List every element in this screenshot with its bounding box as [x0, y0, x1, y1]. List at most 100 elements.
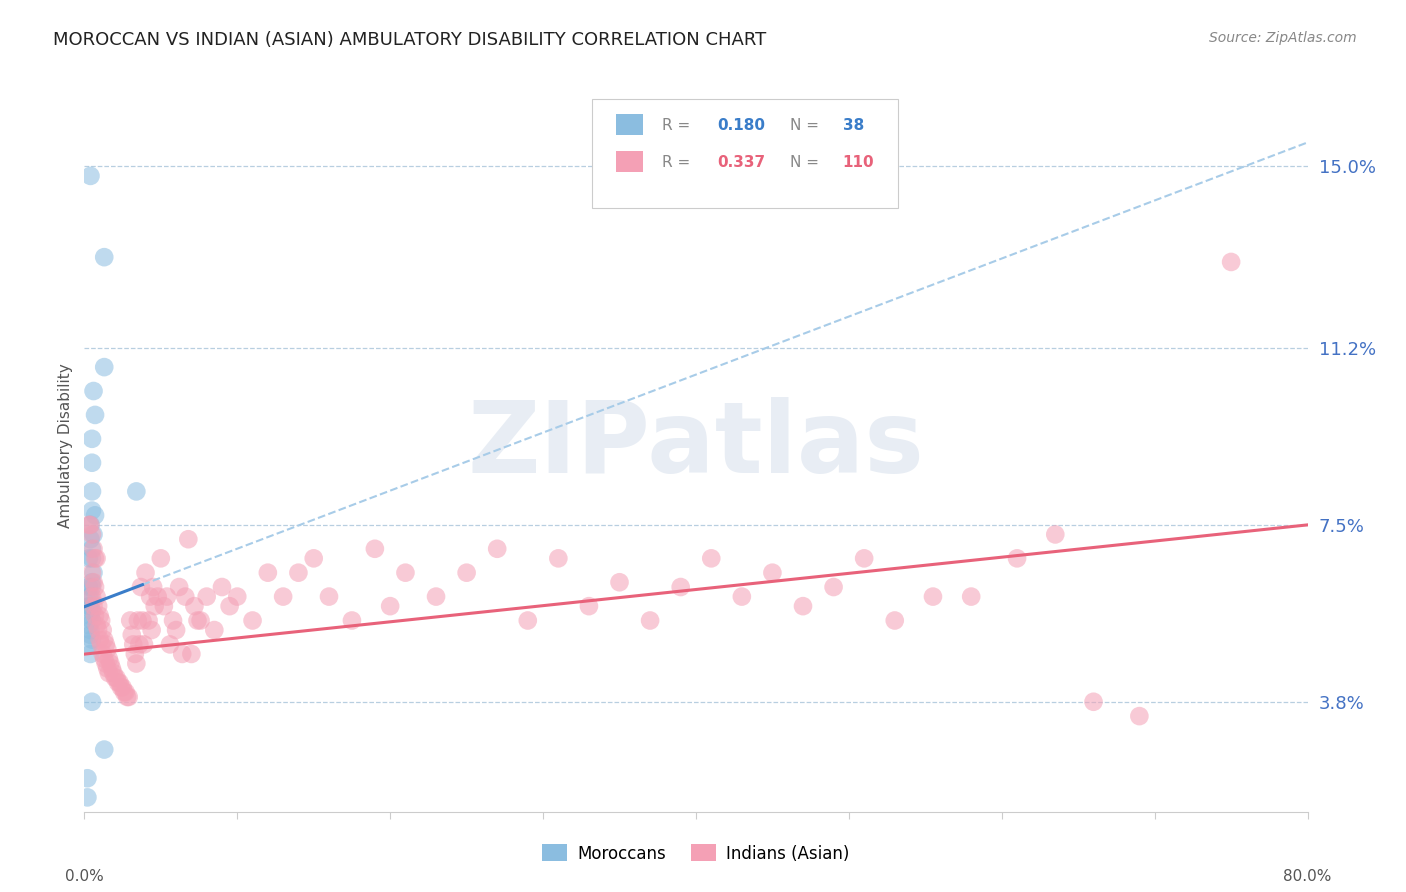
FancyBboxPatch shape	[592, 99, 898, 209]
Point	[149, 551, 172, 566]
Point	[120, 614, 142, 628]
Point	[80, 432, 103, 446]
Point	[114, 685, 136, 699]
Point	[80, 695, 103, 709]
Point	[1128, 709, 1150, 723]
Point	[1083, 695, 1105, 709]
Point	[922, 590, 945, 604]
Point	[89, 632, 111, 647]
Point	[93, 360, 115, 375]
Point	[700, 551, 723, 566]
Point	[97, 666, 120, 681]
Point	[80, 484, 103, 499]
Point	[79, 599, 101, 614]
Point	[174, 590, 197, 604]
Point	[80, 503, 103, 517]
Point	[110, 681, 132, 695]
Point	[77, 517, 100, 532]
Point	[761, 566, 783, 580]
Point	[94, 637, 117, 651]
Point	[80, 575, 103, 590]
Point	[83, 541, 105, 556]
Point	[93, 632, 115, 647]
Point	[77, 551, 100, 566]
Y-axis label: Ambulatory Disability: Ambulatory Disability	[58, 364, 73, 528]
Point	[128, 637, 150, 651]
Point	[84, 508, 107, 523]
Point	[80, 551, 103, 566]
Point	[1045, 527, 1067, 541]
Point	[77, 590, 100, 604]
Point	[823, 580, 845, 594]
Point	[138, 614, 160, 628]
Point	[132, 637, 155, 651]
Point	[257, 566, 280, 580]
Point	[792, 599, 814, 614]
Bar	[616, 151, 644, 171]
Point	[122, 637, 145, 651]
Point	[516, 614, 538, 628]
Point	[80, 566, 103, 580]
Point	[142, 580, 165, 594]
Point	[167, 580, 190, 594]
Point	[86, 618, 108, 632]
Point	[83, 527, 105, 541]
Point	[77, 618, 100, 632]
Point	[80, 456, 103, 470]
Point	[79, 533, 101, 547]
Point	[180, 647, 202, 661]
Point	[883, 614, 905, 628]
Point	[141, 623, 163, 637]
Point	[202, 623, 225, 637]
Point	[146, 590, 169, 604]
Point	[143, 599, 166, 614]
Point	[91, 623, 114, 637]
Point	[79, 608, 101, 623]
Point	[156, 590, 179, 604]
Point	[83, 566, 105, 580]
Point	[177, 533, 200, 547]
Point	[105, 671, 128, 685]
Text: 80.0%: 80.0%	[1284, 869, 1331, 884]
Point	[486, 541, 509, 556]
Point	[302, 551, 325, 566]
Point	[79, 517, 101, 532]
Point	[287, 566, 309, 580]
Point	[91, 647, 114, 661]
Point	[218, 599, 240, 614]
Point	[172, 647, 194, 661]
Point	[1220, 255, 1243, 269]
Point	[139, 590, 162, 604]
Point	[165, 623, 187, 637]
Text: ZIPatlas: ZIPatlas	[468, 398, 924, 494]
Point	[80, 604, 103, 618]
Point	[159, 637, 181, 651]
Point	[186, 614, 208, 628]
Point	[83, 575, 105, 590]
Text: Source: ZipAtlas.com: Source: ZipAtlas.com	[1209, 31, 1357, 45]
Point	[135, 566, 157, 580]
Point	[89, 608, 111, 623]
Point	[107, 675, 129, 690]
Point	[96, 661, 118, 675]
Point	[80, 580, 103, 594]
Point	[79, 647, 101, 661]
Point	[87, 599, 110, 614]
Bar	[616, 114, 644, 136]
Point	[578, 599, 600, 614]
Point	[84, 608, 107, 623]
Point	[318, 590, 340, 604]
Point	[86, 551, 108, 566]
Point	[84, 551, 107, 566]
Text: N =: N =	[790, 154, 824, 169]
Point	[79, 517, 101, 532]
Point	[211, 580, 233, 594]
Point	[98, 657, 121, 671]
Point	[80, 632, 103, 647]
Point	[93, 651, 115, 665]
Point	[125, 657, 148, 671]
Point	[112, 685, 135, 699]
Point	[77, 580, 100, 594]
Point	[190, 614, 212, 628]
Text: N =: N =	[790, 118, 824, 133]
